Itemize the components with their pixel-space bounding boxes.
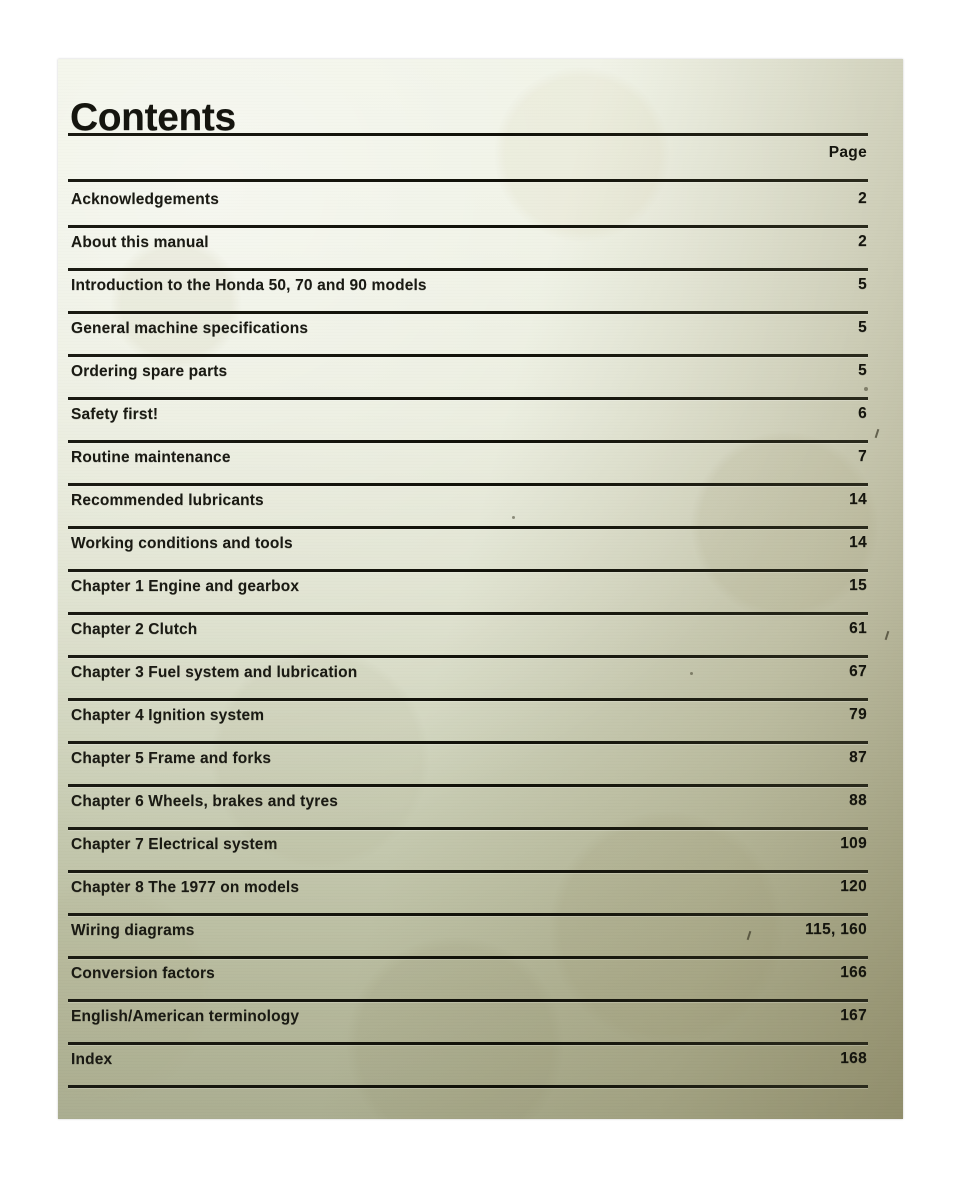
toc-entry-page: 115, 160 <box>805 921 867 938</box>
row-divider <box>68 612 868 615</box>
scanned-page: Contents Page Acknowledgements 2 About t… <box>58 59 903 1119</box>
toc-entry-label: Chapter 4 Ignition system <box>71 707 265 724</box>
toc-entry-label: Chapter 6 Wheels, brakes and tyres <box>71 793 338 810</box>
toc-entry-row[interactable]: Chapter 7 Electrical system 109 <box>68 827 868 870</box>
toc-entry-label: Chapter 7 Electrical system <box>71 836 278 853</box>
toc-entry-row[interactable]: Chapter 2 Clutch 61 <box>68 612 868 655</box>
row-divider <box>68 268 868 271</box>
toc-entry-row[interactable]: Chapter 1 Engine and gearbox 15 <box>68 569 868 612</box>
toc-entry-row[interactable]: General machine specifications 5 <box>68 311 868 354</box>
toc-entry-row[interactable]: Safety first! 6 <box>68 397 868 440</box>
toc-entry-page: 61 <box>849 620 867 637</box>
toc-entry-label: English/American terminology <box>71 1008 300 1025</box>
toc-entry-page: 14 <box>849 491 867 508</box>
row-divider <box>68 311 868 314</box>
toc-entry-label: Ordering spare parts <box>71 363 228 380</box>
toc-entry-label: About this manual <box>71 234 209 251</box>
row-divider <box>68 999 868 1002</box>
row-divider <box>68 913 868 916</box>
toc-entry-row[interactable]: Acknowledgements 2 <box>68 182 868 225</box>
toc-entry-row[interactable]: Chapter 4 Ignition system 79 <box>68 698 868 741</box>
toc-entry-page: 5 <box>858 319 867 336</box>
toc-entry-row[interactable]: About this manual 2 <box>68 225 868 268</box>
toc-entry-row[interactable]: Recommended lubricants 14 <box>68 483 868 526</box>
toc-entry-page: 109 <box>840 835 867 852</box>
row-divider <box>68 440 868 443</box>
toc-entry-label: Conversion factors <box>71 965 215 982</box>
toc-entry-page: 5 <box>858 362 867 379</box>
toc-entry-page: 167 <box>840 1007 867 1024</box>
row-divider <box>68 354 868 357</box>
row-divider <box>68 225 868 228</box>
row-divider <box>68 827 868 830</box>
column-header-row: Page <box>68 136 868 179</box>
toc-entry-label: Introduction to the Honda 50, 70 and 90 … <box>71 277 427 294</box>
toc-entry-label: Chapter 2 Clutch <box>71 621 198 638</box>
toc-entry-page: 168 <box>840 1050 867 1067</box>
toc-entry-label: Safety first! <box>71 406 159 423</box>
toc-entry-page: 88 <box>849 792 867 809</box>
toc-entry-row[interactable]: Routine maintenance 7 <box>68 440 868 483</box>
toc-entry-label: Index <box>71 1051 113 1068</box>
toc-entry-row[interactable]: English/American terminology 167 <box>68 999 868 1042</box>
bottom-divider <box>68 1085 868 1088</box>
toc-entry-page: 5 <box>858 276 867 293</box>
row-divider <box>68 526 868 529</box>
page-title: Contents <box>70 96 236 140</box>
toc-entry-row[interactable]: Index 168 <box>68 1042 868 1085</box>
row-divider <box>68 870 868 873</box>
toc-entry-row[interactable]: Ordering spare parts 5 <box>68 354 868 397</box>
toc-entry-page: 120 <box>840 878 867 895</box>
toc-entry-label: Routine maintenance <box>71 449 231 466</box>
toc-entry-row[interactable]: Wiring diagrams 115, 160 <box>68 913 868 956</box>
toc-entry-page: 67 <box>849 663 867 680</box>
toc-entry-row[interactable]: Chapter 5 Frame and forks 87 <box>68 741 868 784</box>
paper-scratch <box>884 630 890 641</box>
row-divider <box>68 956 868 959</box>
row-divider <box>68 655 868 658</box>
row-divider <box>68 741 868 744</box>
toc-entry-label: Recommended lubricants <box>71 492 264 509</box>
toc-entry-page: 2 <box>858 190 867 207</box>
toc-entry-page: 6 <box>858 405 867 422</box>
toc-entry-label: Wiring diagrams <box>71 922 195 939</box>
row-divider <box>68 1042 868 1045</box>
toc-entry-row[interactable]: Chapter 6 Wheels, brakes and tyres 88 <box>68 784 868 827</box>
row-divider <box>68 397 868 400</box>
header-divider <box>68 179 868 182</box>
toc-entry-page: 7 <box>858 448 867 465</box>
row-divider <box>68 698 868 701</box>
toc-entry-page: 87 <box>849 749 867 766</box>
toc-entry-label: Chapter 3 Fuel system and lubrication <box>71 664 358 681</box>
toc-entry-row[interactable]: Introduction to the Honda 50, 70 and 90 … <box>68 268 868 311</box>
toc-entry-label: Chapter 8 The 1977 on models <box>71 879 300 896</box>
toc-entry-row[interactable]: Chapter 3 Fuel system and lubrication 67 <box>68 655 868 698</box>
toc-entry-page: 166 <box>840 964 867 981</box>
toc-entry-row[interactable]: Chapter 8 The 1977 on models 120 <box>68 870 868 913</box>
page-column-header: Page <box>828 144 867 161</box>
toc-entry-page: 79 <box>849 706 867 723</box>
row-divider <box>68 784 868 787</box>
toc-entry-row[interactable]: Conversion factors 166 <box>68 956 868 999</box>
contents-sheet: Contents Page Acknowledgements 2 About t… <box>68 59 878 1119</box>
toc-entry-label: Chapter 1 Engine and gearbox <box>71 578 300 595</box>
toc-entry-page: 2 <box>858 233 867 250</box>
row-divider <box>68 483 868 486</box>
toc-entry-row[interactable]: Working conditions and tools 14 <box>68 526 868 569</box>
toc-entry-label: Working conditions and tools <box>71 535 293 552</box>
toc-entry-label: Chapter 5 Frame and forks <box>71 750 272 767</box>
toc-entry-page: 14 <box>849 534 867 551</box>
toc-entry-page: 15 <box>849 577 867 594</box>
title-divider <box>68 133 868 136</box>
toc-entry-label: General machine specifications <box>71 320 309 337</box>
toc-entry-label: Acknowledgements <box>71 191 219 208</box>
row-divider <box>68 569 868 572</box>
